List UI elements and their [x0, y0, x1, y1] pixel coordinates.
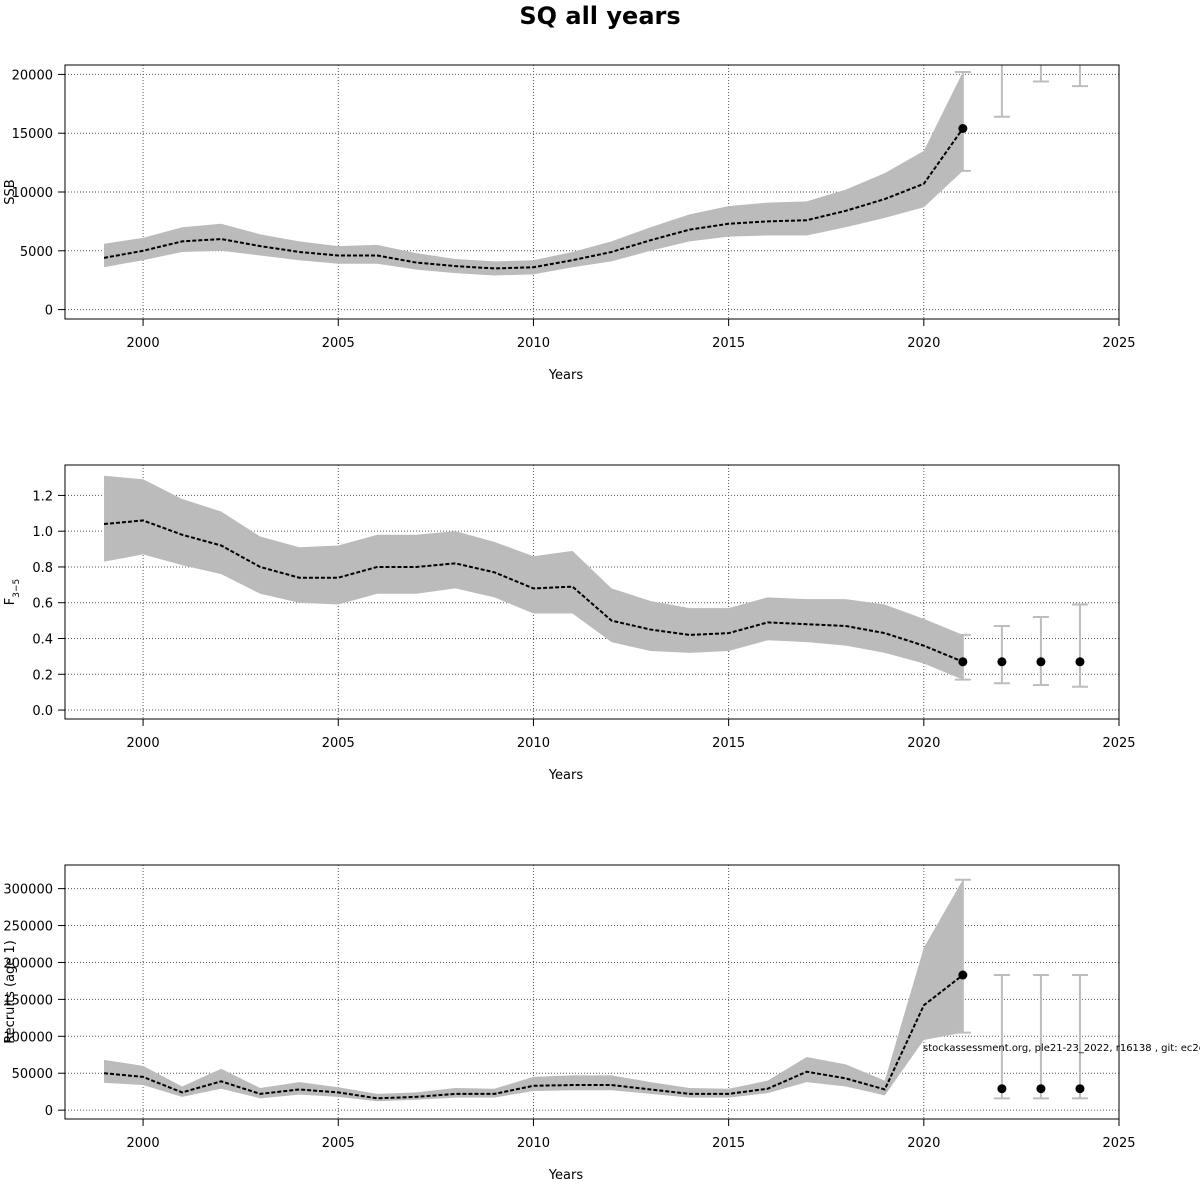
forecast-point	[1075, 1084, 1085, 1094]
x-axis-title: Years	[548, 368, 584, 383]
x-tick-label: 2020	[907, 736, 940, 751]
y-axis-title: SSB	[3, 179, 18, 204]
y-tick-label: 0	[45, 304, 53, 319]
y-axis-title: Recruits (age 1)	[3, 940, 18, 1044]
x-tick-label: 2010	[517, 336, 550, 351]
y-tick-label: 0	[45, 1104, 53, 1119]
x-tick-label: 2005	[322, 336, 355, 351]
terminal-year-point	[958, 657, 968, 667]
y-tick-label: 10000	[12, 186, 53, 201]
x-tick-label: 2025	[1102, 1136, 1135, 1151]
confidence-band	[104, 475, 963, 680]
y-tick-label: 0.2	[32, 668, 53, 683]
recruits-panel: 2000 2005 2010 2015 2020 2025 0 50000 100000 1500…	[3, 864, 1136, 1183]
x-tick-label: 2000	[127, 336, 160, 351]
plot-area	[103, 65, 1088, 276]
f-panel: 2000 2005 2010 2015 2020 2025 0.0 0.2 0.4 0.6 0.8 1…	[3, 464, 1136, 783]
plot-frame	[64, 464, 1120, 720]
chart-title: SQ all years	[519, 2, 681, 30]
y-axis-title: F3−5	[3, 579, 22, 605]
y-tick-label: 5000	[20, 245, 53, 260]
y-tick-label: 0.6	[32, 597, 53, 612]
x-tick-label: 2015	[712, 736, 745, 751]
y-tick-label: 300000	[3, 883, 53, 898]
forecast-point	[997, 1084, 1007, 1094]
forecast-point	[1075, 657, 1085, 667]
x-axis-title: Years	[548, 1168, 584, 1183]
x-axis-title: Years	[548, 768, 584, 783]
confidence-band	[104, 879, 963, 1102]
terminal-year-point	[958, 124, 968, 133]
y-axis-title-subscript: 3−5	[12, 579, 22, 598]
plot-area	[103, 475, 1088, 688]
ssb-panel: 2000 2005 2010 2015 2020 2025 0 5000 10000 15000 2…	[3, 64, 1136, 383]
y-tick-label: 150000	[3, 993, 53, 1008]
y-tick-label: 250000	[3, 920, 53, 935]
plot-frame	[64, 864, 1120, 1120]
y-tick-label: 100000	[3, 1030, 53, 1045]
y-tick-label: 0.4	[32, 633, 53, 648]
x-tick-label: 2010	[517, 736, 550, 751]
y-tick-label: 20000	[12, 68, 53, 83]
y-tick-label: 1.0	[32, 525, 53, 540]
x-tick-label: 2000	[127, 1136, 160, 1151]
forecast-point	[997, 657, 1007, 667]
y-tick-label: 0.0	[32, 704, 53, 719]
x-tick-label: 2025	[1102, 336, 1135, 351]
y-tick-label: 0.8	[32, 561, 53, 576]
footnote-text: stockassessment.org, ple21-23_2022, r161…	[923, 1043, 1200, 1054]
forecast-point	[1036, 1084, 1046, 1094]
x-tick-label: 2025	[1102, 736, 1135, 751]
estimate-line	[103, 519, 964, 663]
y-tick-label: 50000	[12, 1067, 53, 1082]
x-tick-label: 2010	[517, 1136, 550, 1151]
y-tick-label: 15000	[12, 127, 53, 142]
y-tick-label: 1.2	[32, 489, 53, 504]
x-tick-label: 2015	[712, 336, 745, 351]
y-tick-label: 200000	[3, 956, 53, 971]
terminal-year-point	[958, 970, 968, 980]
x-tick-label: 2020	[907, 1136, 940, 1151]
estimate-line	[103, 127, 964, 270]
x-tick-label: 2000	[127, 736, 160, 751]
x-tick-label: 2005	[322, 1136, 355, 1151]
x-tick-label: 2020	[907, 336, 940, 351]
estimate-line	[103, 974, 964, 1100]
x-tick-label: 2005	[322, 736, 355, 751]
confidence-band	[104, 72, 963, 276]
plot-area	[103, 878, 1088, 1102]
x-tick-label: 2015	[712, 1136, 745, 1151]
forecast-point	[1036, 657, 1046, 667]
